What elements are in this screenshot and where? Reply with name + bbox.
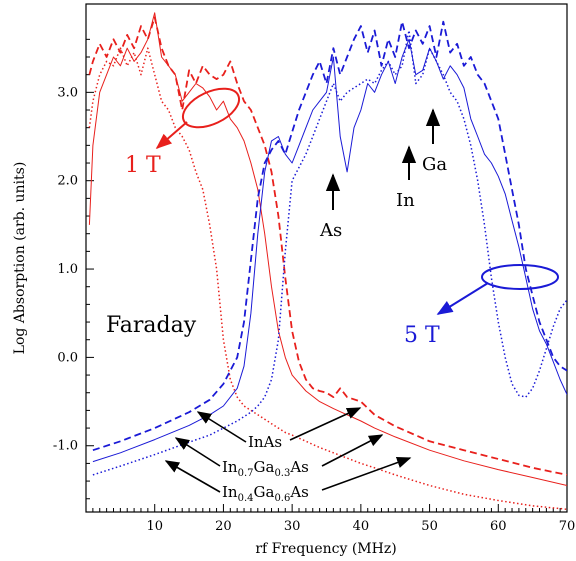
legend-in07-el3: As	[289, 458, 309, 476]
x-tick-label: 40	[353, 519, 370, 534]
legend-in04-el3: As	[289, 483, 309, 501]
field-5t-label: 5 T	[404, 323, 440, 348]
faraday-label: Faraday	[106, 313, 197, 338]
legend-inas-arrow-right	[289, 407, 362, 441]
legend-in04-el2: Ga	[254, 483, 275, 501]
series-line-ingaas_07_1t	[88, 12, 567, 486]
legend-in04-arrow-right	[321, 457, 412, 491]
x-tick-label: 10	[146, 519, 163, 534]
x-tick-label: 60	[490, 519, 507, 534]
field-5t-ellipse	[481, 264, 559, 290]
x-tick-label: 50	[421, 519, 438, 534]
x-tick-label: 30	[284, 519, 301, 534]
y-axis-title: Log Absorption (arb. units)	[12, 162, 28, 355]
legend-in07-arrow-right	[321, 434, 384, 467]
field-5t-arrow	[436, 282, 489, 315]
series-line-inas_5t	[92, 20, 567, 452]
legend-in07-sub1: 0.7	[238, 468, 254, 479]
legend-in04-sub1: 0.4	[238, 493, 254, 504]
series-line-ingaas_07_5t	[92, 38, 567, 463]
x-tick-label: 70	[559, 519, 576, 534]
x-axis: 10 20 30 40 50 60 70	[92, 504, 576, 534]
field-1t-ellipse	[181, 87, 241, 129]
legend-in04-arrow-left	[164, 460, 221, 493]
legend-in07-arrow-left	[174, 437, 221, 467]
legend-inas-arrow-left	[196, 411, 247, 443]
y-tick-label: 2.0	[57, 174, 78, 189]
field-1t-label: 1 T	[125, 153, 161, 178]
x-tick-label: 20	[215, 519, 232, 534]
y-tick-label: 3.0	[57, 85, 78, 100]
y-tick-label: 0.0	[57, 350, 78, 365]
series-line-ingaas_04_1t	[88, 47, 567, 511]
field-1t-arrow	[155, 121, 188, 150]
legend-inas-label: InAs	[248, 433, 282, 451]
legend-in07-el2: Ga	[254, 458, 275, 476]
series-line-inas_1t	[88, 16, 567, 476]
series-line-ingaas_04_5t	[92, 29, 567, 476]
peak-in-label: In	[396, 190, 415, 211]
legend-in04-label: In0.4Ga0.6As	[222, 483, 309, 504]
legend-in04-el1: In	[222, 483, 238, 501]
y-tick-label: -1.0	[53, 439, 78, 454]
y-tick-label: 1.0	[57, 262, 78, 277]
legend-in04-sub2: 0.6	[274, 493, 290, 504]
y-axis: -1.0 0.0 1.0 2.0 3.0	[53, 38, 94, 500]
legend-in07-el1: In	[222, 458, 238, 476]
legend-in07-sub2: 0.3	[274, 468, 290, 479]
series-layer	[88, 12, 567, 511]
peak-as-label: As	[319, 220, 342, 241]
peak-ga-label: Ga	[422, 154, 447, 175]
legend-in07-label: In0.7Ga0.3As	[222, 458, 309, 479]
x-axis-title: rf Frequency (MHz)	[255, 541, 396, 557]
